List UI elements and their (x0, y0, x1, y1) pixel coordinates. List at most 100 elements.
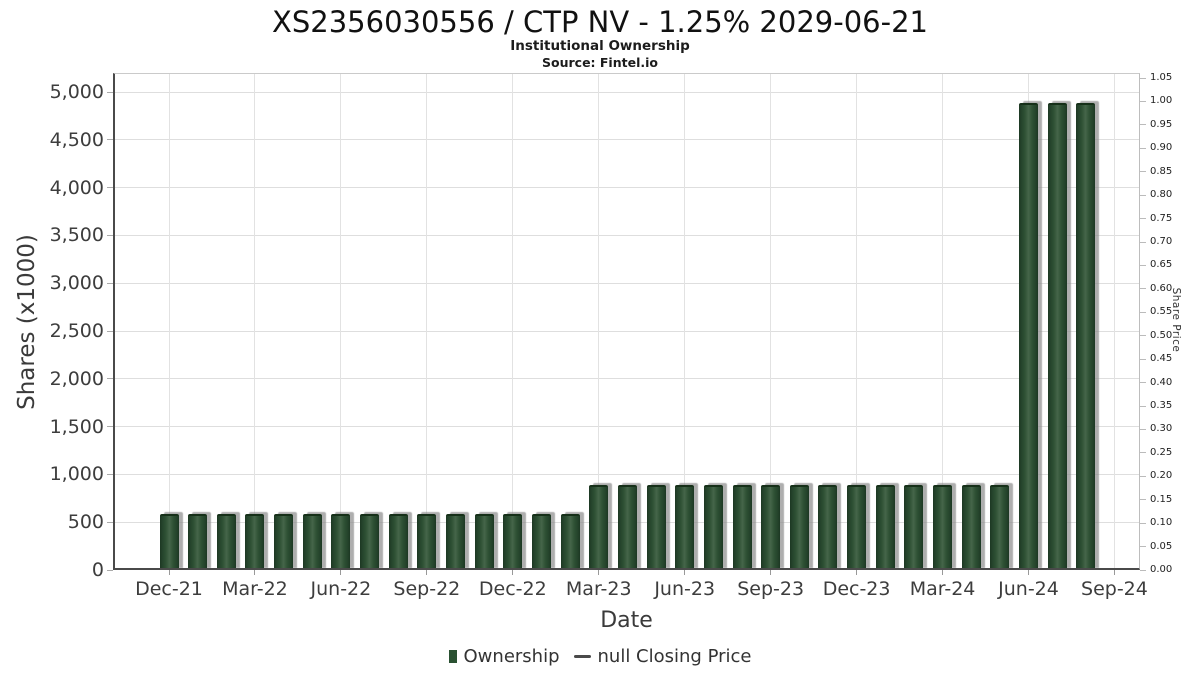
y-axis-tick-left (107, 569, 113, 571)
bar (961, 484, 981, 570)
y-axis-tick-left (107, 91, 113, 93)
bar (875, 484, 895, 570)
bar (446, 513, 465, 570)
v-gridline (426, 73, 428, 570)
y-axis-tick-left (107, 521, 113, 523)
bar (646, 484, 666, 570)
y-axis-tick-label-left: 3,000 (49, 272, 104, 295)
y-axis-tick-right (1140, 546, 1146, 548)
y-axis-tick-right (1140, 124, 1146, 126)
y-axis-tick-label-left: 1,500 (49, 415, 104, 438)
v-gridline (340, 73, 342, 570)
y-axis-tick-label-right: 0.40 (1150, 376, 1173, 388)
x-axis-tick (684, 570, 686, 575)
bar (474, 513, 494, 570)
x-axis-tick-label: Sep-23 (737, 578, 805, 600)
chart-subtitle: Institutional Ownership (510, 38, 690, 54)
x-axis-tick (512, 570, 514, 575)
y-axis-tick-right (1140, 522, 1146, 524)
y-axis-tick-left (107, 234, 113, 236)
x-axis-tick-label: Sep-24 (1081, 578, 1148, 600)
y-axis-tick-left (107, 282, 113, 284)
v-gridline (1113, 73, 1115, 570)
bar (1019, 102, 1038, 570)
x-axis-tick-label: Dec-23 (822, 578, 891, 600)
bar (302, 513, 322, 570)
y-axis-tick-label-left: 3,500 (49, 224, 104, 247)
x-axis-tick-label: Dec-21 (135, 578, 203, 600)
ownership-series-marker-icon (448, 650, 457, 663)
x-axis-tick (598, 570, 600, 575)
x-axis-tick-label: Mar-23 (565, 578, 632, 600)
h-gridline (113, 426, 1140, 428)
y-axis-tick-label-right: 0.95 (1150, 118, 1173, 130)
v-gridline (168, 73, 170, 570)
y-axis-tick-left (107, 473, 113, 475)
h-gridline (113, 282, 1140, 284)
y-axis-tick-right (1140, 405, 1146, 407)
h-gridline (113, 473, 1140, 475)
x-axis-tick (770, 570, 772, 575)
y-axis-tick-left (107, 426, 113, 428)
y-axis-tick-label-right: 0.50 (1150, 329, 1173, 341)
bar (417, 513, 437, 570)
y-axis-title-right: Share Price (1170, 287, 1182, 353)
x-axis-tick (340, 570, 342, 575)
x-axis-tick-label: Mar-24 (909, 578, 976, 600)
y-axis-tick-label-right: 0.00 (1150, 564, 1173, 575)
y-axis-tick-right (1140, 218, 1146, 220)
y-axis-tick-right (1140, 171, 1146, 173)
y-axis-tick-right (1140, 241, 1146, 243)
y-axis-tick-right (1140, 499, 1146, 501)
bar (990, 484, 1010, 570)
bar (589, 484, 609, 570)
legend-item-closing-price[interactable]: null Closing Price (573, 646, 751, 667)
y-axis-tick-label-right: 0.65 (1150, 259, 1173, 271)
bar (617, 484, 637, 570)
y-axis-tick-label-left: 0 (91, 559, 104, 581)
y-axis-tick-label-right: 0.60 (1150, 282, 1173, 294)
bar (675, 484, 695, 570)
y-axis-tick-label-left: 2,000 (49, 367, 104, 390)
y-axis-tick-right (1140, 147, 1146, 149)
y-axis-tick-label-right: 0.75 (1150, 212, 1173, 224)
x-axis-tick (856, 570, 858, 575)
x-axis-tick-label: Jun-22 (310, 578, 372, 600)
bar (159, 513, 179, 570)
x-axis-title: Date (600, 608, 653, 633)
y-axis-tick-label-right: 0.25 (1150, 446, 1173, 458)
y-axis-tick-left (107, 378, 113, 380)
legend-label-ownership: Ownership (463, 646, 560, 667)
y-axis-tick-right (1140, 428, 1146, 430)
y-axis-tick-left (107, 330, 113, 332)
h-gridline (113, 378, 1140, 380)
y-axis-tick-right (1140, 100, 1146, 102)
y-axis-tick-label-right: 0.35 (1150, 400, 1173, 411)
y-axis-tick-right (1140, 194, 1146, 196)
x-axis-tick (942, 570, 944, 575)
y-axis-tick-left (107, 139, 113, 141)
bar (789, 484, 809, 570)
y-axis-tick-label-right: 0.05 (1150, 540, 1173, 552)
h-gridline (113, 234, 1140, 236)
legend-item-ownership[interactable]: Ownership (448, 646, 560, 667)
y-axis-tick-label-right: 0.20 (1150, 470, 1173, 482)
chart-legend: Ownership null Closing Price (0, 646, 1200, 667)
h-gridline (113, 139, 1140, 141)
v-gridline (942, 73, 944, 570)
bar (531, 513, 551, 570)
bar (847, 484, 867, 570)
h-gridline (113, 187, 1140, 189)
chart-title: XS2356030556 / CTP NV - 1.25% 2029-06-21 (272, 5, 928, 39)
y-axis-tick-label-left: 1,000 (49, 463, 104, 486)
bar (818, 484, 838, 570)
y-axis-tick-right (1140, 569, 1146, 571)
v-gridline (512, 73, 514, 570)
v-gridline (254, 73, 256, 570)
y-axis-tick-label-right: 0.15 (1150, 493, 1173, 505)
chart-title-block: XS2356030556 / CTP NV - 1.25% 2029-06-21… (0, 6, 1200, 70)
bar (388, 513, 408, 570)
x-axis-tick (1113, 570, 1115, 575)
y-axis-tick-label-right: 1.00 (1150, 95, 1173, 107)
x-axis-tick (1028, 570, 1029, 575)
